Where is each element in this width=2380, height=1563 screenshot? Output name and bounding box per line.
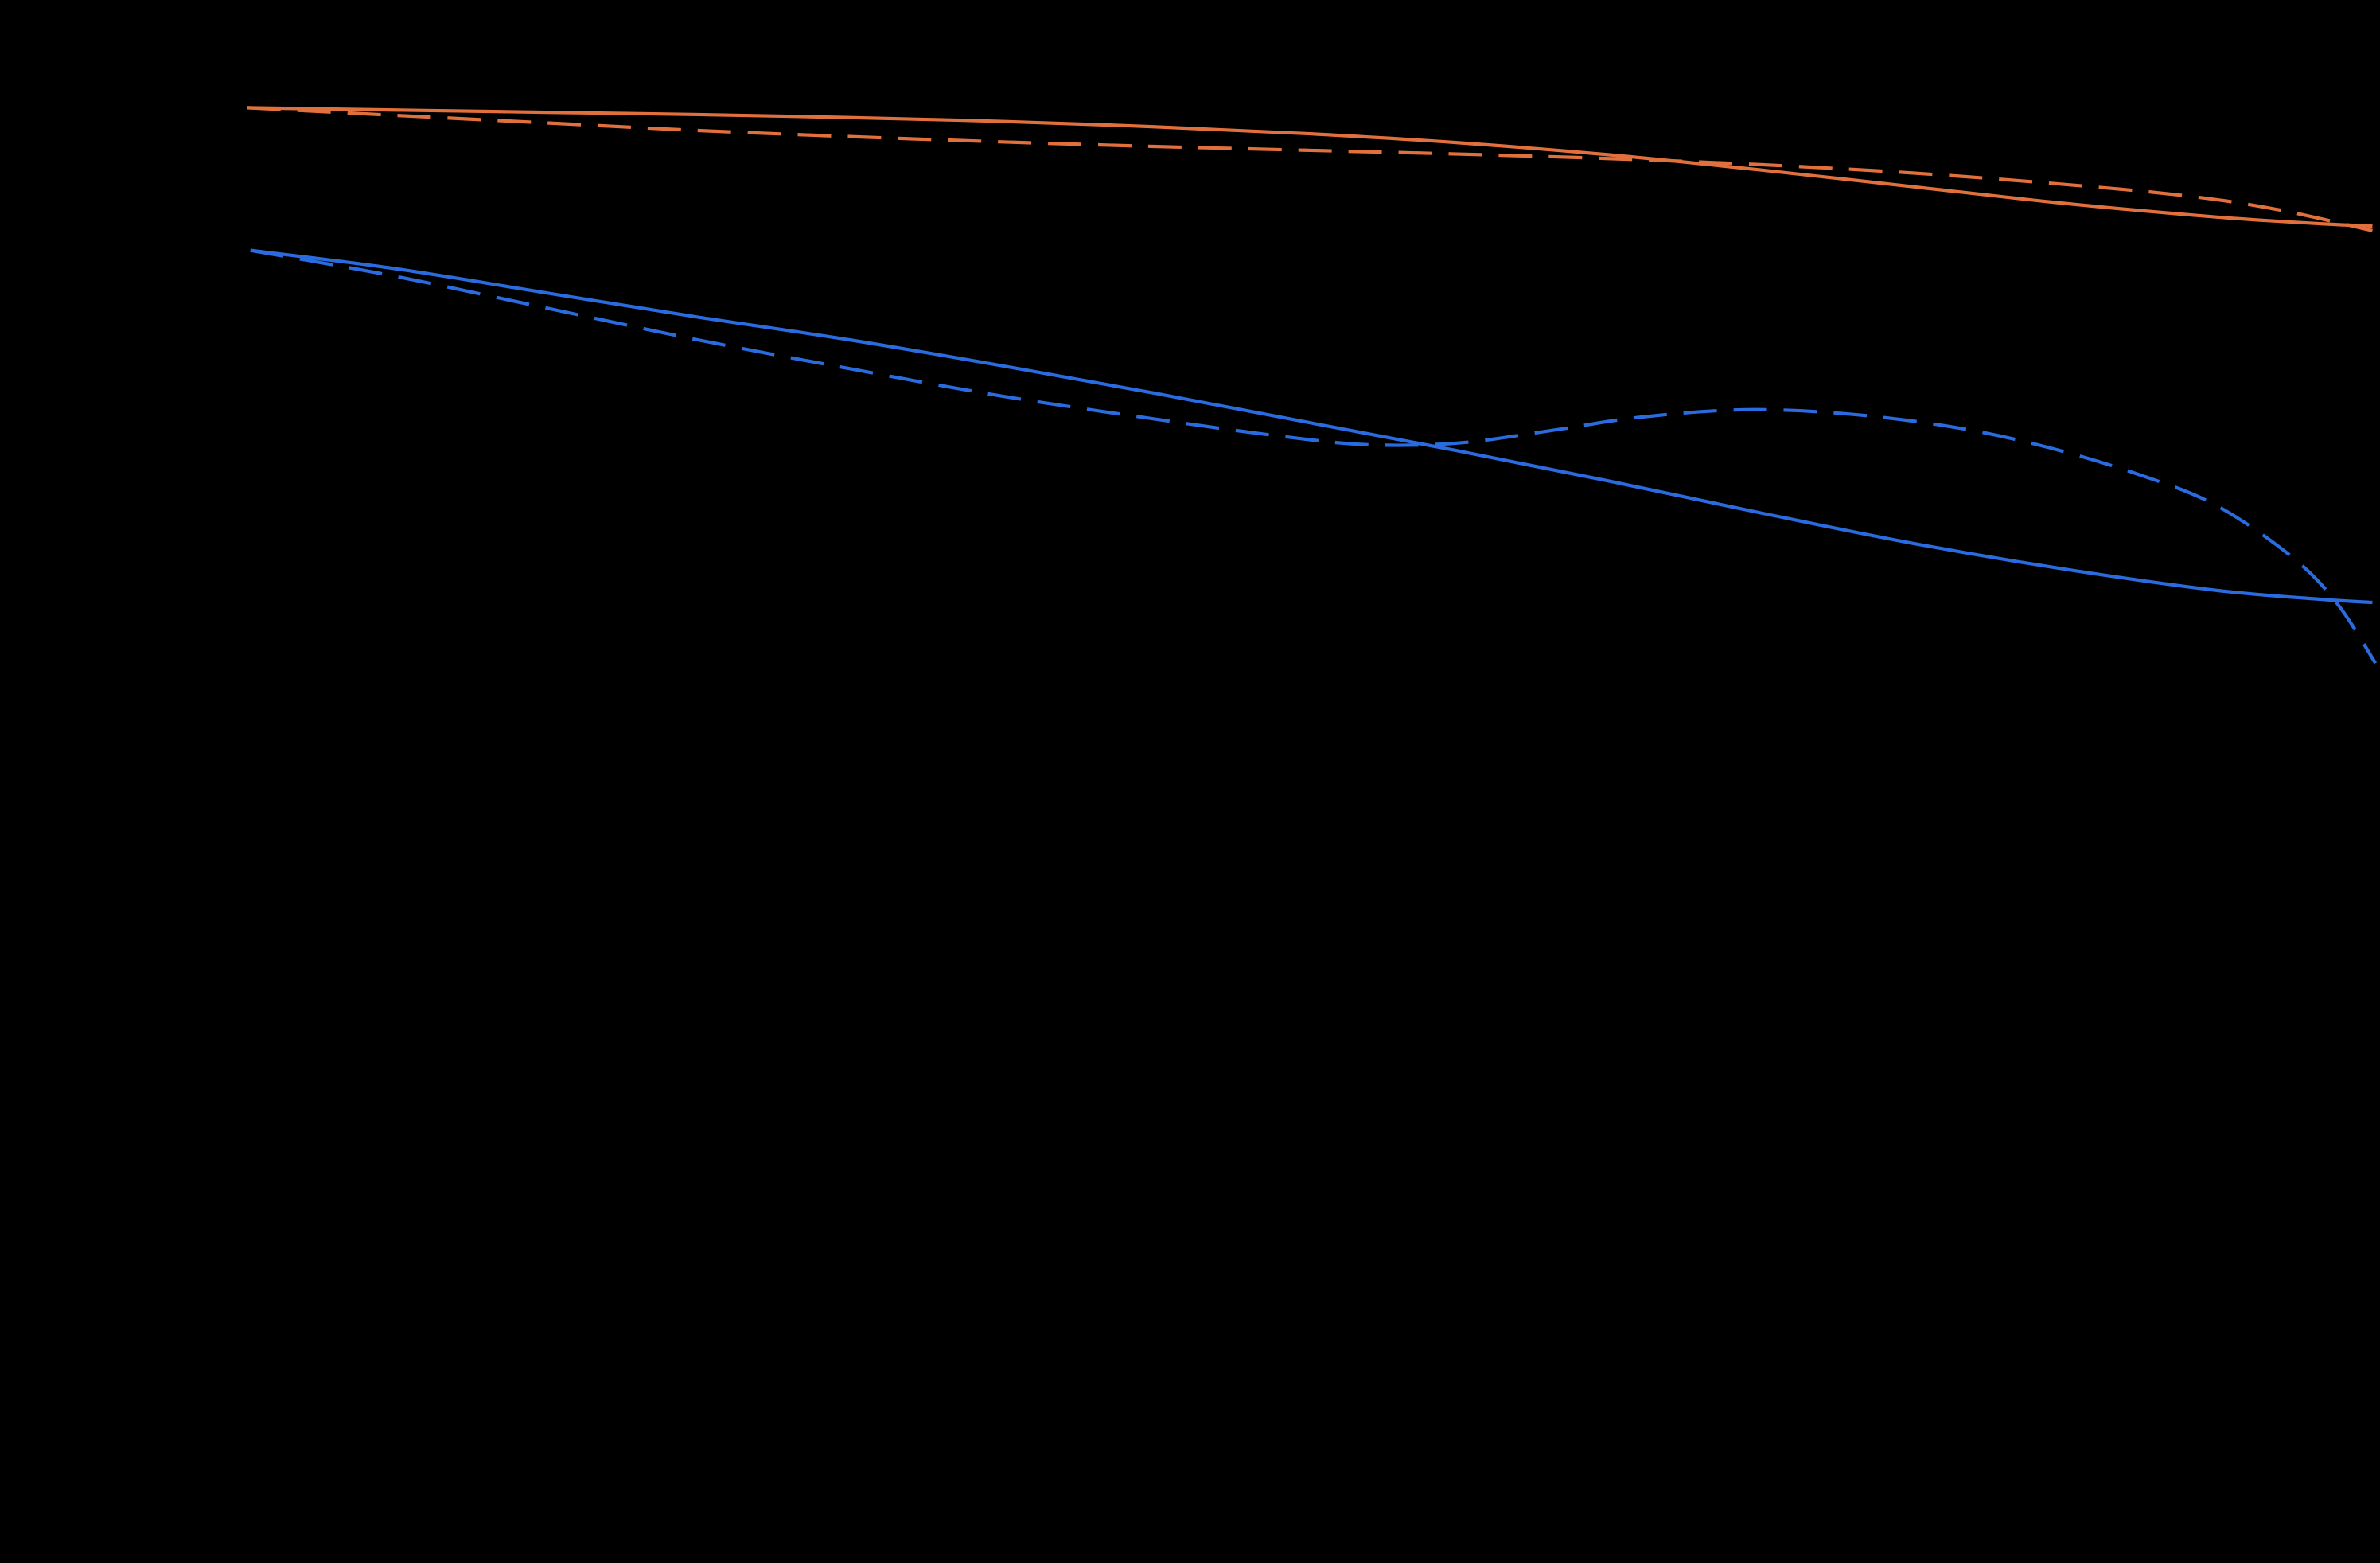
series-group [247,106,2378,665]
series-blue-solid-line [250,248,2373,605]
series-orange-solid-line [247,106,2373,228]
series-blue-dashed-line [250,248,2378,665]
series-orange-dashed-line [247,106,2373,232]
